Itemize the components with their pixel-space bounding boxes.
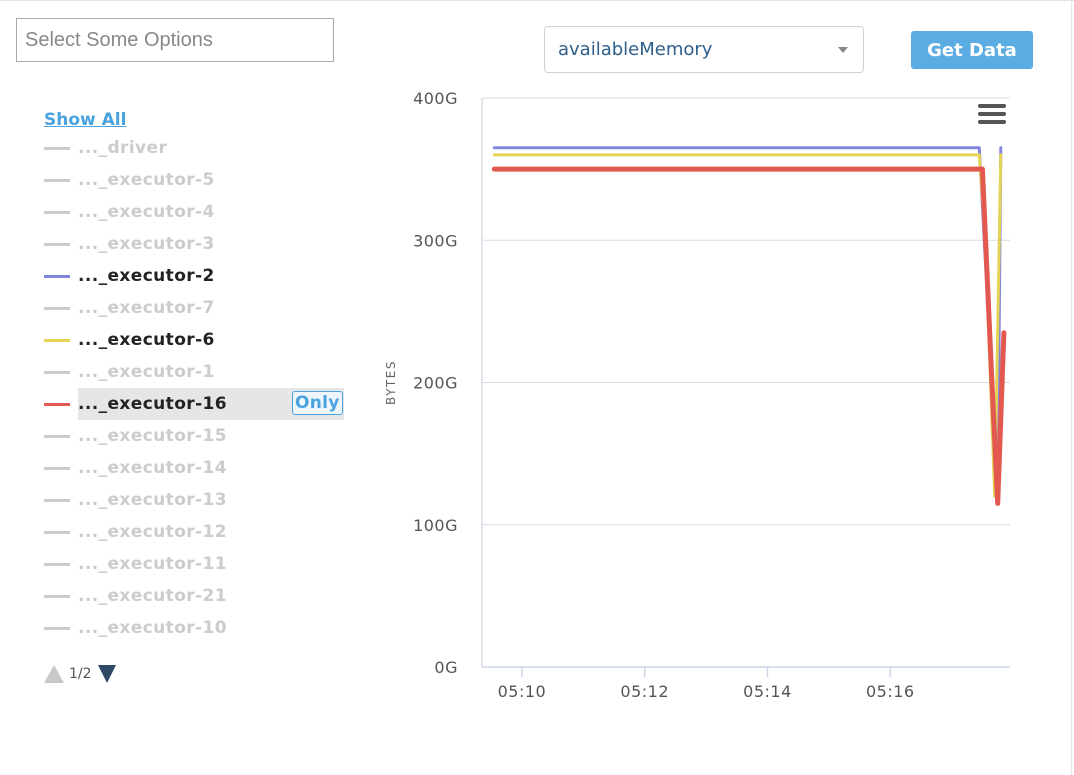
show-all-link[interactable]: Show All bbox=[44, 110, 127, 130]
legend-label-wrap: ..._executor-10 bbox=[78, 618, 227, 638]
series-line bbox=[491, 166, 1007, 506]
legend-label: ..._executor-13 bbox=[78, 490, 227, 510]
legend-swatch bbox=[44, 242, 70, 246]
legend-label-wrap: ..._executor-1 bbox=[78, 362, 215, 382]
legend-label-wrap: ..._executor-2 bbox=[78, 266, 215, 286]
legend-label-wrap: ..._executor-11 bbox=[78, 554, 227, 574]
legend-label-wrap: ..._executor-15 bbox=[78, 426, 227, 446]
series-line bbox=[492, 153, 1003, 498]
legend-pager: 1/2 bbox=[44, 665, 116, 683]
legend-label: ..._executor-7 bbox=[78, 298, 215, 318]
legend-label: ..._executor-3 bbox=[78, 234, 215, 254]
legend-label-wrap: ..._executor-7 bbox=[78, 298, 215, 318]
x-tick-label: 05:14 bbox=[743, 682, 792, 701]
legend-item[interactable]: ..._executor-1 bbox=[44, 356, 344, 388]
get-data-button[interactable]: Get Data bbox=[911, 31, 1033, 69]
chevron-down-icon bbox=[838, 47, 848, 53]
legend-item[interactable]: ..._executor-14 bbox=[44, 452, 344, 484]
legend-label-wrap: ..._executor-6 bbox=[78, 330, 215, 350]
triangle-up-icon[interactable] bbox=[44, 665, 64, 683]
right-border bbox=[1071, 0, 1072, 775]
legend-label-wrap: ..._executor-5 bbox=[78, 170, 215, 190]
legend-swatch bbox=[44, 178, 70, 182]
legend-swatch bbox=[44, 594, 70, 598]
legend-label-wrap: ..._executor-21 bbox=[78, 586, 227, 606]
legend-label: ..._executor-12 bbox=[78, 522, 227, 542]
metric-select[interactable]: availableMemory bbox=[544, 26, 864, 73]
executor-filter-input[interactable]: Select Some Options bbox=[16, 18, 334, 62]
triangle-down-icon[interactable] bbox=[97, 665, 116, 683]
legend-label-wrap: ..._executor-3 bbox=[78, 234, 215, 254]
legend-label: ..._executor-21 bbox=[78, 586, 227, 606]
legend-swatch bbox=[44, 434, 70, 438]
legend-item[interactable]: ..._executor-2 bbox=[44, 260, 344, 292]
legend-item[interactable]: ..._executor-11 bbox=[44, 548, 344, 580]
y-tick-label: 0G bbox=[434, 658, 458, 677]
y-tick-label: 400G bbox=[413, 89, 458, 108]
legend-item[interactable]: ..._executor-21 bbox=[44, 580, 344, 612]
legend-item[interactable]: ..._executor-16 Only bbox=[44, 388, 344, 420]
legend-item[interactable]: ..._executor-5 bbox=[44, 164, 344, 196]
legend-swatch bbox=[44, 274, 70, 278]
x-tick-label: 05:12 bbox=[620, 682, 669, 701]
legend-label: ..._driver bbox=[78, 138, 168, 158]
legend-label-wrap: ..._executor-16 Only bbox=[78, 388, 344, 420]
legend-swatch bbox=[44, 146, 70, 150]
available-memory-chart: 0G 100G 200G 300G 400G 05:10 05:12 05:14 05:16 BY… bbox=[384, 89, 1010, 701]
hamburger-menu-icon[interactable] bbox=[978, 104, 1006, 126]
legend-label: ..._executor-5 bbox=[78, 170, 215, 190]
legend-label: ..._executor-10 bbox=[78, 618, 227, 638]
metric-select-value: availableMemory bbox=[558, 39, 713, 60]
x-tick-label: 05:10 bbox=[498, 682, 547, 701]
legend-label-wrap: ..._driver bbox=[78, 138, 167, 158]
legend-swatch bbox=[44, 562, 70, 566]
series-line bbox=[492, 146, 1003, 494]
legend-item[interactable]: ..._executor-12 bbox=[44, 516, 344, 548]
y-tick-label: 100G bbox=[413, 516, 458, 535]
legend-label: ..._executor-16 bbox=[78, 394, 227, 414]
legend-label-wrap: ..._executor-4 bbox=[78, 202, 215, 222]
legend-item[interactable]: ..._driver bbox=[44, 132, 344, 164]
legend-label: ..._executor-4 bbox=[78, 202, 215, 222]
legend-label-wrap: ..._executor-13 bbox=[78, 490, 227, 510]
executor-filter-placeholder: Select Some Options bbox=[25, 28, 213, 51]
legend-item[interactable]: ..._executor-6 bbox=[44, 324, 344, 356]
legend-label: ..._executor-6 bbox=[78, 330, 215, 350]
legend-swatch bbox=[44, 338, 70, 342]
y-tick-label: 200G bbox=[413, 374, 458, 393]
x-tick-label: 05:16 bbox=[866, 682, 915, 701]
legend-item[interactable]: ..._executor-4 bbox=[44, 196, 344, 228]
legend-item[interactable]: ..._executor-10 bbox=[44, 612, 344, 644]
y-axis-title: BYTES bbox=[384, 360, 398, 405]
legend-swatch bbox=[44, 498, 70, 502]
legend-label: ..._executor-15 bbox=[78, 426, 227, 446]
legend-item[interactable]: ..._executor-3 bbox=[44, 228, 344, 260]
legend-swatch bbox=[44, 466, 70, 470]
legend-label: ..._executor-11 bbox=[78, 554, 227, 574]
legend-label-wrap: ..._executor-14 bbox=[78, 458, 227, 478]
legend-swatch bbox=[44, 626, 70, 630]
legend-label: ..._executor-1 bbox=[78, 362, 215, 382]
legend-swatch bbox=[44, 402, 70, 406]
legend-label: ..._executor-2 bbox=[78, 266, 215, 286]
legend-page-indicator: 1/2 bbox=[69, 666, 92, 682]
legend-swatch bbox=[44, 306, 70, 310]
legend-swatch bbox=[44, 210, 70, 214]
legend-swatch bbox=[44, 530, 70, 534]
legend-item[interactable]: ..._executor-13 bbox=[44, 484, 344, 516]
legend-item[interactable]: ..._executor-7 bbox=[44, 292, 344, 324]
only-button[interactable]: Only bbox=[292, 391, 343, 415]
top-border bbox=[0, 0, 1074, 1]
legend-label: ..._executor-14 bbox=[78, 458, 227, 478]
legend-label-wrap: ..._executor-12 bbox=[78, 522, 227, 542]
legend-item[interactable]: ..._executor-15 bbox=[44, 420, 344, 452]
legend-swatch bbox=[44, 370, 70, 374]
y-tick-label: 300G bbox=[413, 231, 458, 250]
